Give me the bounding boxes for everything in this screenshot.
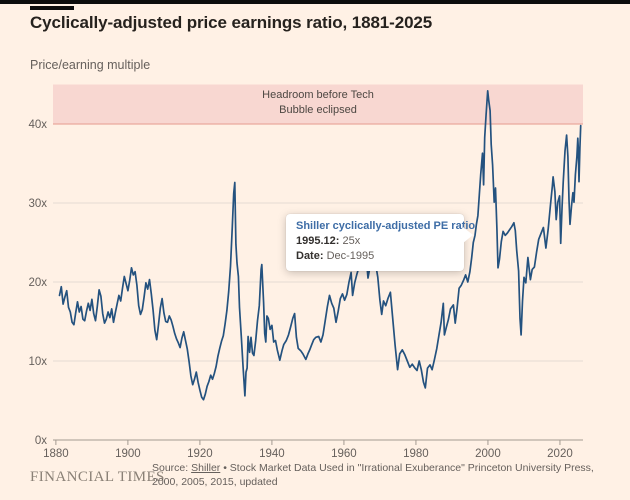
source-shiller-link[interactable]: Shiller <box>191 462 221 474</box>
x-tick-label-1940: 1940 <box>259 448 285 460</box>
headroom-band <box>53 84 583 124</box>
y-tick-label-0: 0x <box>35 435 47 447</box>
cape-series-line[interactable] <box>58 89 582 401</box>
headroom-band-annotation: Headroom before Tech Bubble eclipsed <box>53 88 583 118</box>
x-tick-label-1980: 1980 <box>403 448 429 460</box>
x-tick-label-2020: 2020 <box>547 448 573 460</box>
y-tick-label-30: 30x <box>28 198 47 210</box>
y-tick-label-20: 20x <box>28 277 47 289</box>
source-prefix: Source: <box>152 462 189 474</box>
source-note: Source: Shiller • Stock Market Data Used… <box>152 462 600 490</box>
x-tick-label-1960: 1960 <box>331 448 357 460</box>
source-text: • Stock Market Data Used in "Irrational … <box>152 462 594 488</box>
band-annotation-line2: Bubble eclipsed <box>279 103 357 116</box>
page-title: Cyclically-adjusted price earnings ratio… <box>30 13 433 32</box>
tooltip-date-value: Dec-1995 <box>326 249 375 262</box>
y-tick-label-10: 10x <box>28 356 47 368</box>
tooltip-period-label: 1995.12: <box>296 235 340 247</box>
tooltip-period-value: 25x <box>342 235 361 247</box>
y-tick-label-40: 40x <box>28 119 47 131</box>
x-tick-label-1880: 1880 <box>43 448 69 460</box>
tooltip-series-title: Shiller cyclically-adjusted PE ratio <box>296 220 476 232</box>
top-accent-bar <box>0 0 630 4</box>
x-tick-label-2000: 2000 <box>475 448 501 460</box>
chart-tooltip: Shiller cyclically-adjusted PE ratio 199… <box>286 214 476 271</box>
title-underline-rule <box>30 6 74 10</box>
tooltip-date-row: Date: Dec-1995 <box>296 249 454 264</box>
x-tick-label-1920: 1920 <box>187 448 213 460</box>
tooltip-value-row: 1995.12: 25x <box>296 234 454 249</box>
y-axis-unit-label: Price/earning multiple <box>30 58 151 72</box>
band-annotation-line1: Headroom before Tech <box>262 89 374 101</box>
financial-times-logo: FINANCIAL TIMES <box>30 469 165 485</box>
x-tick-label-1900: 1900 <box>115 448 141 460</box>
tooltip-date-label: Date: <box>296 249 324 262</box>
